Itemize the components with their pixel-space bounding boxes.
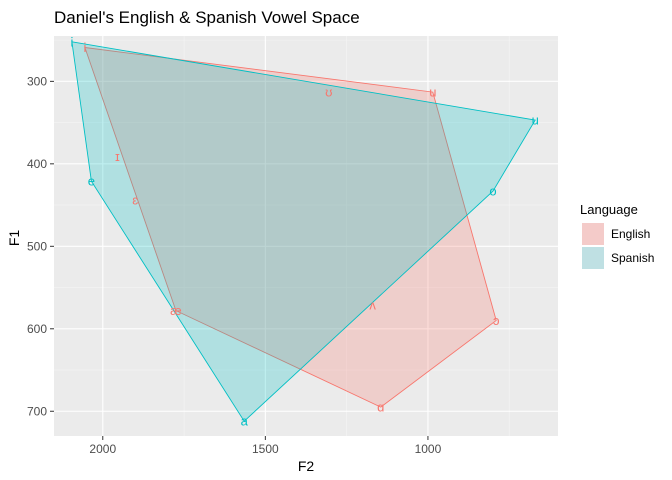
y-tick-label: 400 xyxy=(27,157,47,171)
vowel-polygons xyxy=(71,41,536,422)
legend-title: Language xyxy=(580,202,638,217)
vowel-label-spanish: a xyxy=(241,414,249,429)
x-axis-ticks: 2000 1500 1000 xyxy=(89,436,442,456)
vowel-label-spanish: o xyxy=(489,184,496,199)
y-tick-label: 500 xyxy=(27,239,47,253)
vowel-label-english: æ xyxy=(170,303,182,318)
vowel-label-english: ɔ xyxy=(493,313,500,328)
x-tick-label: 2000 xyxy=(89,442,116,456)
y-axis-ticks: 300 400 500 600 700 xyxy=(27,74,54,418)
legend-label-english: English xyxy=(611,227,650,241)
plot-panel xyxy=(54,36,558,436)
vowel-points: i ɪ ɛ æ ʊ u ʌ ɔ ɑ i e a o u xyxy=(70,34,538,428)
legend-label-spanish: Spanish xyxy=(611,251,654,265)
grid-major xyxy=(54,36,558,436)
vowel-label-spanish: e xyxy=(88,174,95,189)
grid-minor xyxy=(54,36,558,436)
y-tick-label: 700 xyxy=(27,404,47,418)
polygon-spanish xyxy=(71,41,536,422)
chart-title: Daniel's English & Spanish Vowel Space xyxy=(54,8,360,27)
vowel-label-english: u xyxy=(429,85,436,100)
polygon-english xyxy=(84,46,497,408)
legend-key-spanish xyxy=(582,247,604,269)
y-tick-label: 300 xyxy=(27,74,47,88)
vowel-label-english: ɛ xyxy=(132,193,138,208)
vowel-label-english: i xyxy=(83,40,86,55)
vowel-label-english: ʊ xyxy=(325,85,332,100)
legend: Language English Spanish xyxy=(580,202,654,269)
x-tick-label: 1000 xyxy=(415,442,442,456)
vowel-label-english: ɪ xyxy=(115,149,120,164)
vowel-label-english: ʌ xyxy=(369,297,376,312)
vowel-label-spanish: u xyxy=(532,113,539,128)
x-axis-title: F2 xyxy=(298,458,315,474)
legend-key-english xyxy=(582,223,604,245)
y-tick-label: 600 xyxy=(27,322,47,336)
y-axis-title: F1 xyxy=(6,230,22,247)
vowel-label-english: ɑ xyxy=(377,400,384,415)
x-tick-label: 1500 xyxy=(252,442,279,456)
vowel-label-spanish: i xyxy=(70,34,73,49)
